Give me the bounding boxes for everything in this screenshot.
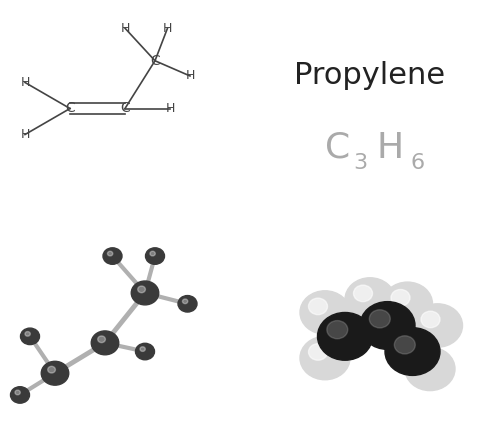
Circle shape <box>394 336 415 354</box>
Circle shape <box>136 343 154 360</box>
Circle shape <box>412 304 463 347</box>
Text: C: C <box>65 102 75 115</box>
Circle shape <box>300 336 350 380</box>
Circle shape <box>91 331 119 355</box>
Text: H: H <box>166 102 174 115</box>
Circle shape <box>414 355 432 371</box>
Text: C: C <box>150 54 160 68</box>
Text: C: C <box>325 131 350 164</box>
Circle shape <box>10 387 29 403</box>
Circle shape <box>146 248 165 264</box>
Circle shape <box>182 299 188 304</box>
Circle shape <box>25 332 30 336</box>
Circle shape <box>318 312 372 360</box>
Circle shape <box>421 311 440 328</box>
Circle shape <box>140 347 145 352</box>
Text: H: H <box>186 69 194 82</box>
Text: H: H <box>20 128 30 141</box>
Text: H: H <box>120 22 130 35</box>
Circle shape <box>391 289 410 306</box>
Circle shape <box>354 285 372 302</box>
Circle shape <box>385 328 440 375</box>
Text: H: H <box>20 76 30 89</box>
Circle shape <box>360 302 415 349</box>
Circle shape <box>131 281 159 305</box>
Circle shape <box>308 344 328 360</box>
Text: 3: 3 <box>353 153 367 173</box>
Circle shape <box>15 390 20 395</box>
Circle shape <box>345 278 395 321</box>
Circle shape <box>178 296 197 312</box>
Text: Propylene: Propylene <box>294 62 446 90</box>
Text: H: H <box>376 131 404 164</box>
Circle shape <box>150 251 156 256</box>
Circle shape <box>108 251 113 256</box>
Text: C: C <box>120 102 130 115</box>
Circle shape <box>138 286 145 293</box>
Text: 6: 6 <box>410 153 424 173</box>
Circle shape <box>41 361 69 385</box>
Text: H: H <box>163 22 172 35</box>
Circle shape <box>382 282 432 326</box>
Circle shape <box>405 347 455 391</box>
Circle shape <box>308 298 328 315</box>
Circle shape <box>20 328 40 345</box>
Circle shape <box>98 336 106 342</box>
Circle shape <box>103 248 122 264</box>
Circle shape <box>370 310 390 328</box>
Circle shape <box>327 321 348 339</box>
Circle shape <box>48 366 56 373</box>
Circle shape <box>300 291 350 334</box>
